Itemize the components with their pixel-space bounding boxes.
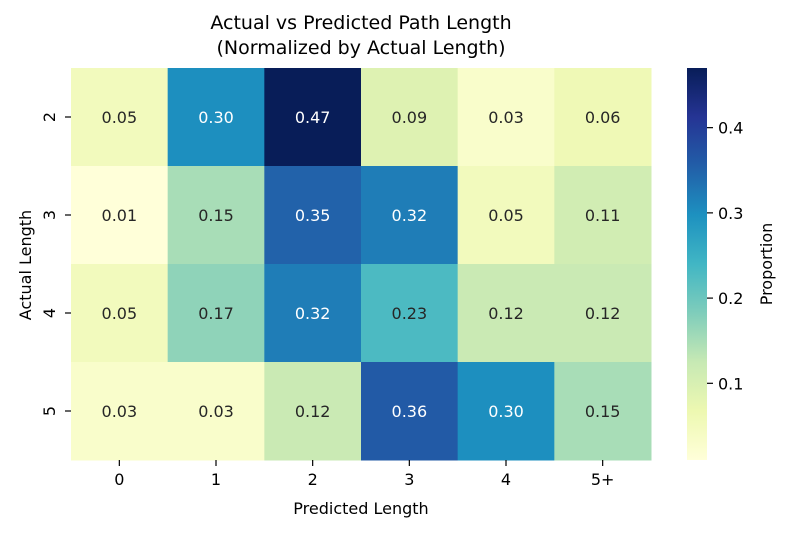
heatmap-cell <box>71 264 169 363</box>
cell-value-label: 0.03 <box>102 402 138 421</box>
heatmap-cell <box>554 264 652 363</box>
cell-value-label: 0.15 <box>198 206 234 225</box>
cell-value-label: 0.15 <box>585 402 621 421</box>
cell-value-label: 0.12 <box>488 304 524 323</box>
heatmap-cell <box>71 362 169 461</box>
heatmap-cell <box>264 166 362 265</box>
heatmap-cell <box>457 264 555 363</box>
y-axis-title: Actual Length <box>16 210 35 320</box>
x-tick-label: 2 <box>308 470 318 489</box>
cell-value-label: 0.03 <box>488 108 524 127</box>
heatmap-cell <box>167 362 265 461</box>
colorbar <box>687 68 707 460</box>
heatmap-cell <box>167 264 265 363</box>
cell-value-label: 0.11 <box>585 206 621 225</box>
cell-value-label: 0.35 <box>295 206 331 225</box>
x-axis-ticks: 0 1 2 3 4 5+ <box>114 460 614 489</box>
x-tick-label: 4 <box>501 470 511 489</box>
x-tick-label: 0 <box>114 470 124 489</box>
cell-value-label: 0.47 <box>295 108 331 127</box>
heatmap-cell <box>361 68 459 167</box>
colorbar-title: Proportion <box>757 223 776 306</box>
heatmap-cells: 0.05 0.30 0.47 0.09 0.03 0.06 0.01 0.15 0.35 0.32… <box>71 68 652 461</box>
x-tick-label: 3 <box>404 470 414 489</box>
colorbar-tick-label: 0.4 <box>718 119 743 138</box>
cell-value-label: 0.12 <box>295 402 331 421</box>
cell-value-label: 0.09 <box>392 108 428 127</box>
cell-value-label: 0.05 <box>102 108 138 127</box>
heatmap-cell <box>167 166 265 265</box>
heatmap-cell <box>457 166 555 265</box>
colorbar-ticks: 0.1 0.2 0.3 0.4 <box>707 119 743 393</box>
cell-value-label: 0.32 <box>392 206 428 225</box>
y-tick-label: 4 <box>40 308 59 318</box>
cell-value-label: 0.03 <box>198 402 234 421</box>
heatmap-cell <box>554 362 652 461</box>
cell-value-label: 0.17 <box>198 304 234 323</box>
chart-title-line-2: (Normalized by Actual Length) <box>216 37 505 59</box>
heatmap-cell <box>457 362 555 461</box>
x-tick-label: 5+ <box>591 470 615 489</box>
y-axis-ticks: 2 3 4 5 <box>40 112 71 416</box>
cell-value-label: 0.30 <box>198 108 234 127</box>
heatmap-cell <box>167 68 265 167</box>
heatmap-cell <box>264 264 362 363</box>
cell-value-label: 0.12 <box>585 304 621 323</box>
cell-value-label: 0.05 <box>102 304 138 323</box>
y-tick-label: 2 <box>40 112 59 122</box>
colorbar-tick-label: 0.1 <box>718 374 743 393</box>
cell-value-label: 0.01 <box>102 206 138 225</box>
heatmap-cell <box>264 68 362 167</box>
heatmap-cell <box>264 362 362 461</box>
colorbar-tick-label: 0.2 <box>718 289 743 308</box>
x-axis-title: Predicted Length <box>293 499 428 518</box>
heatmap-cell <box>361 362 459 461</box>
cell-value-label: 0.06 <box>585 108 621 127</box>
heatmap-cell <box>71 68 169 167</box>
heatmap-cell <box>457 68 555 167</box>
cell-value-label: 0.36 <box>392 402 428 421</box>
cell-value-label: 0.32 <box>295 304 331 323</box>
cell-value-label: 0.30 <box>488 402 524 421</box>
heatmap-cell <box>554 166 652 265</box>
cell-value-label: 0.23 <box>392 304 428 323</box>
heatmap-cell <box>361 264 459 363</box>
colorbar-tick-label: 0.3 <box>718 204 743 223</box>
y-tick-label: 3 <box>40 210 59 220</box>
heatmap-cell <box>554 68 652 167</box>
cell-value-label: 0.05 <box>488 206 524 225</box>
x-tick-label: 1 <box>211 470 221 489</box>
y-tick-label: 5 <box>40 406 59 416</box>
chart-title-line-1: Actual vs Predicted Path Length <box>210 12 511 34</box>
heatmap-cell <box>361 166 459 265</box>
heatmap-cell <box>71 166 169 265</box>
